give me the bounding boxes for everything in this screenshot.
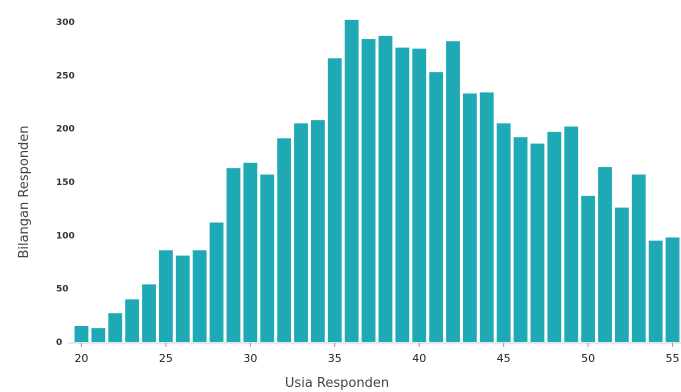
bar-39 (395, 47, 410, 342)
bar-22 (108, 313, 123, 342)
x-ticks-group: 20 25 30 35 40 45 50 55 (74, 343, 680, 365)
bar-51 (598, 167, 612, 342)
bar-45 (496, 123, 511, 342)
bar-49 (564, 126, 579, 342)
bar-24 (142, 284, 156, 342)
bar-46 (513, 137, 528, 342)
y-tick-label: 150 (56, 178, 75, 188)
y-axis-title: Bilangan Responden (17, 125, 32, 258)
bar-34 (310, 120, 325, 342)
bar-20 (74, 326, 89, 342)
bar-41 (429, 72, 444, 342)
bar-23 (125, 299, 140, 342)
y-tick-label: 200 (56, 125, 75, 135)
bar-44 (479, 92, 494, 343)
bar-32 (277, 138, 292, 342)
bar-29 (226, 168, 241, 342)
x-tick-label: 30 (243, 352, 257, 365)
bar-36 (344, 19, 359, 343)
bar-31 (260, 174, 275, 342)
y-tick-label: 50 (56, 285, 69, 295)
bar-40 (412, 48, 427, 343)
x-tick-label: 35 (328, 352, 342, 365)
bar-38 (378, 35, 393, 343)
bar-21 (91, 328, 106, 342)
bar-35 (327, 58, 342, 343)
y-tick-label: 300 (56, 18, 75, 28)
x-tick-label: 50 (581, 352, 595, 365)
bar-30 (243, 162, 258, 342)
bar-33 (294, 123, 308, 342)
bar-54 (648, 240, 663, 342)
bar-52 (614, 207, 629, 342)
bar-25 (158, 250, 173, 342)
x-axis-title: Usia Responden (285, 376, 389, 391)
bar-26 (175, 255, 190, 342)
x-tick-label: 45 (497, 352, 511, 365)
bar-27 (192, 250, 207, 342)
y-tick-label: 0 (56, 338, 62, 348)
bar-48 (547, 131, 562, 342)
bar-42 (446, 41, 460, 342)
x-tick-label: 20 (74, 352, 88, 365)
y-tick-label: 250 (56, 71, 75, 81)
y-tick-label: 100 (56, 231, 75, 241)
bars-group (74, 19, 680, 343)
bar-28 (209, 222, 224, 342)
bar-47 (530, 143, 545, 342)
bar-55 (665, 237, 680, 342)
bar-50 (581, 195, 596, 342)
y-ticks-group: 0 50 100 150 200 250 300 (56, 18, 75, 348)
bar-43 (462, 93, 477, 342)
bar-37 (361, 39, 376, 342)
x-tick-label: 40 (412, 352, 426, 365)
x-tick-label: 55 (666, 352, 680, 365)
bar-53 (631, 174, 646, 342)
x-tick-label: 25 (159, 352, 173, 365)
